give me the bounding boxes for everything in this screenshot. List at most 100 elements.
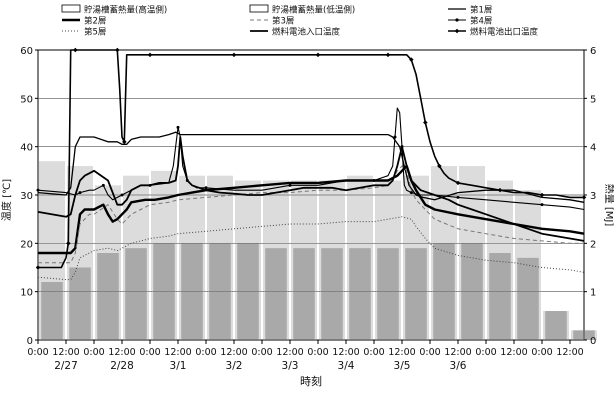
heat-bar — [263, 180, 289, 340]
legend-label: 燃料電池入口温度 — [272, 27, 341, 38]
x-date-label: 2/28 — [110, 360, 134, 372]
series-point — [288, 183, 292, 187]
series-point — [147, 52, 153, 58]
temperature-lines — [35, 47, 587, 281]
series-line — [38, 49, 584, 269]
heat-bar — [209, 243, 231, 340]
y-tick-label-right: 3 — [590, 191, 596, 202]
series-point — [409, 191, 413, 195]
series-point — [393, 135, 397, 139]
x-tick-label: 0:00 — [27, 347, 48, 358]
y-tick-label-left: 20 — [20, 239, 33, 250]
heat-bar — [265, 248, 287, 340]
heat-bar — [377, 248, 399, 340]
y-axis-label-left: 温度 [℃] — [0, 179, 13, 221]
series-point — [231, 52, 237, 58]
legend-label: 第2層 — [84, 16, 106, 27]
series-line — [37, 136, 585, 242]
heat-bar — [515, 190, 541, 340]
series-point — [101, 183, 105, 187]
y-tick-label-right: 1 — [590, 288, 596, 299]
x-date-label: 3/2 — [226, 360, 243, 372]
legend-label: 第4層 — [470, 16, 492, 27]
series-line — [37, 216, 585, 281]
heat-bar — [489, 253, 511, 340]
y-tick-label-left: 10 — [20, 288, 33, 299]
x-tick-label: 0:00 — [139, 347, 160, 358]
y-axis-label-right: 熱量 [MJ] — [603, 184, 614, 227]
x-tick-label: 0:00 — [83, 347, 104, 358]
legend-label: 貯湯槽蓄熱量(高温側) — [84, 5, 167, 16]
y-tick-label-left: 40 — [20, 143, 33, 154]
heat-bar — [179, 175, 205, 340]
heat-bar — [235, 180, 261, 340]
x-tick-label: 12:00 — [220, 347, 247, 358]
x-date-label: 3/3 — [282, 360, 299, 372]
x-tick-label: 0:00 — [251, 347, 272, 358]
heat-bar — [207, 175, 233, 340]
y-tick-label-right: 0 — [590, 336, 596, 347]
series-point — [78, 191, 82, 195]
x-tick-label: 12:00 — [500, 347, 527, 358]
series-point — [372, 179, 376, 182]
x-date-label: 2/27 — [54, 360, 78, 372]
series-point — [115, 47, 120, 53]
series-line — [38, 164, 585, 255]
heat-bar — [181, 243, 203, 340]
legend-label: 第5層 — [84, 27, 106, 38]
heat-bar — [95, 185, 121, 340]
y-tick-label-right: 4 — [590, 143, 596, 154]
x-tick-label: 12:00 — [388, 347, 415, 358]
heat-bar — [545, 311, 567, 340]
series-point — [176, 125, 180, 129]
series-line — [38, 165, 584, 264]
axes: 0 10 20 30 40 50 60 0 1 2 3 4 5 6 0:00 12:00 0:00 12:00 0:… — [20, 46, 596, 372]
x-tick-label: 0:00 — [531, 347, 552, 358]
heat-bar — [405, 248, 427, 340]
heat-bar — [543, 311, 569, 340]
heat-bar — [571, 330, 597, 340]
series-point — [204, 186, 208, 190]
heat-bar — [321, 248, 343, 340]
series-point — [456, 195, 460, 199]
heat-bars — [39, 161, 597, 340]
x-axis-label: 時刻 — [300, 374, 322, 388]
heat-bar — [291, 180, 317, 340]
x-date-label: 3/6 — [450, 360, 467, 372]
y-tick-label-right: 5 — [590, 94, 596, 105]
x-tick-label: 12:00 — [108, 347, 135, 358]
heat-bar — [237, 243, 259, 340]
y-tick-label-right: 2 — [590, 239, 596, 250]
series-line — [37, 131, 585, 203]
y-tick-label-right: 6 — [590, 46, 596, 57]
heat-bar — [347, 175, 373, 340]
x-tick-label: 12:00 — [556, 347, 583, 358]
heat-bar — [487, 180, 513, 340]
series-point — [73, 47, 78, 53]
series-point — [540, 203, 544, 207]
legend-swatch — [61, 4, 81, 13]
heat-bar — [573, 330, 595, 340]
legend-swatch — [249, 4, 269, 13]
y-tick-label-left: 30 — [20, 191, 33, 202]
heat-bar — [153, 243, 175, 340]
x-tick-label: 0:00 — [195, 347, 216, 358]
legend-marker — [454, 28, 460, 34]
x-tick-label: 12:00 — [164, 347, 191, 358]
series-line — [37, 107, 585, 211]
legend-label: 第1層 — [470, 5, 492, 16]
y-tick-label-left: 60 — [20, 46, 33, 57]
x-tick-label: 12:00 — [332, 347, 359, 358]
heat-bar — [125, 248, 147, 340]
x-tick-label: 12:00 — [276, 347, 303, 358]
x-date-label: 3/4 — [338, 360, 355, 372]
heat-bar — [433, 243, 455, 340]
heat-bar — [97, 253, 119, 340]
x-tick-label: 12:00 — [444, 347, 471, 358]
legend-label: 第3層 — [272, 16, 294, 27]
heat-bar — [293, 248, 315, 340]
x-tick-label: 0:00 — [307, 347, 328, 358]
y-tick-label-left: 0 — [27, 336, 33, 347]
